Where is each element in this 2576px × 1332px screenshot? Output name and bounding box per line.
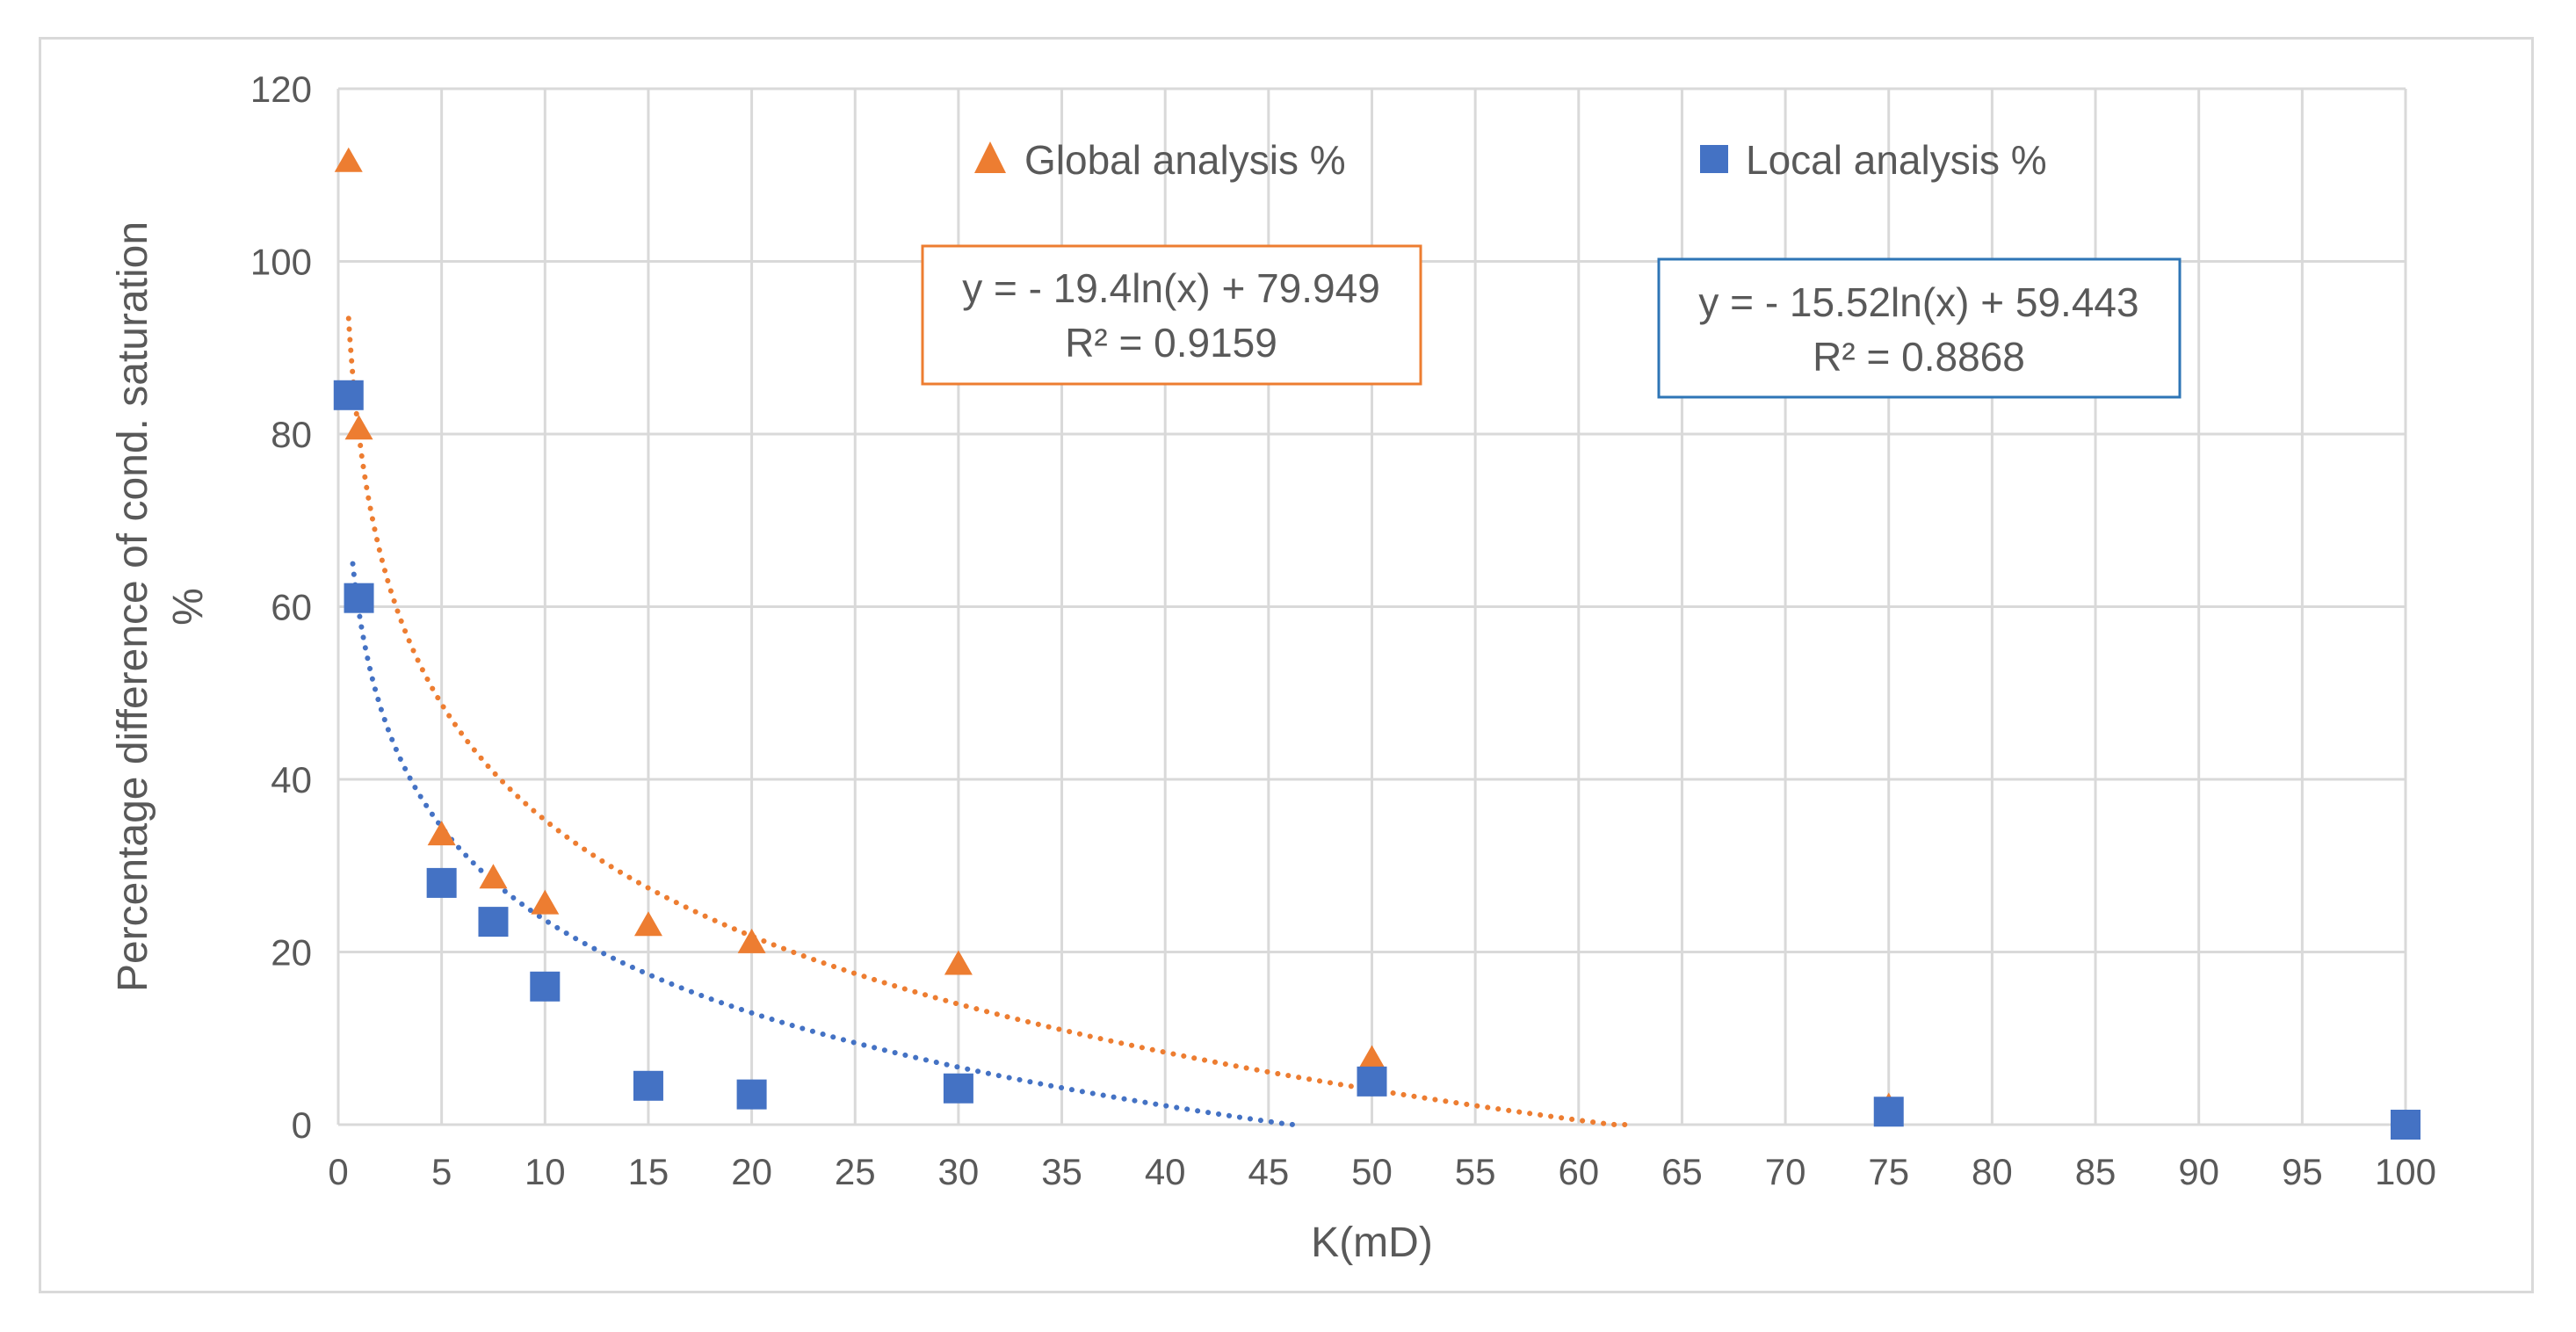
x-tick-label-40: 40 [1145, 1151, 1186, 1192]
local-equation-text: y = - 15.52ln(x) + 59.443 [1698, 279, 2138, 325]
x-tick-label-65: 65 [1661, 1151, 1703, 1192]
tick-labels: 0 5 10 15 20 25 30 35 40 45 50 55 60 65 70 75 80 85 90 95 10… [250, 69, 2436, 1192]
y-tick-label-0: 0 [292, 1104, 312, 1146]
y-tick-label-20: 20 [271, 932, 312, 974]
x-tick-label-75: 75 [1868, 1151, 1909, 1192]
local-point-3 [478, 907, 509, 937]
global-point-3 [479, 864, 508, 889]
local-point-6 [736, 1079, 767, 1110]
x-tick-label-10: 10 [525, 1151, 566, 1192]
y-tick-label-60: 60 [271, 587, 312, 628]
chart-plot: 0 5 10 15 20 25 30 35 40 45 50 55 60 65 70 75 80 85 90 95 10… [110, 69, 2436, 1266]
local-equation-box: y = - 15.52ln(x) + 59.443 R² = 0.8868 [1657, 257, 2182, 399]
global-point-8 [1357, 1045, 1386, 1070]
x-tick-label-20: 20 [731, 1151, 772, 1192]
y-tick-label-40: 40 [271, 759, 312, 800]
data-points [333, 147, 2420, 1140]
legend-global-triangle-icon [974, 141, 1006, 173]
x-tick-label-50: 50 [1351, 1151, 1393, 1192]
y-tick-label-80: 80 [271, 414, 312, 455]
local-point-10 [2391, 1110, 2420, 1140]
global-point-5 [633, 911, 662, 937]
local-point-0 [333, 380, 364, 410]
legend-local-label: Local analysis % [1746, 137, 2047, 183]
x-tick-label-80: 80 [1972, 1151, 2013, 1192]
x-tick-label-45: 45 [1248, 1151, 1289, 1192]
global-r2-text: R² = 0.9159 [1065, 320, 1277, 366]
local-point-5 [633, 1070, 663, 1101]
local-point-9 [1873, 1097, 1904, 1127]
local-point-7 [943, 1073, 973, 1104]
global-equation-text: y = - 19.4ln(x) + 79.949 [962, 265, 1380, 311]
y-tick-label-120: 120 [250, 69, 312, 110]
x-tick-label-60: 60 [1558, 1151, 1599, 1192]
trendlines [345, 315, 1633, 1127]
global-point-2 [427, 821, 456, 846]
chart-frame: 0 5 10 15 20 25 30 35 40 45 50 55 60 65 70 75 80 85 90 95 10… [39, 37, 2534, 1293]
legend-local-square-icon [1700, 145, 1728, 173]
x-tick-label-55: 55 [1455, 1151, 1496, 1192]
x-tick-label-85: 85 [2075, 1151, 2117, 1192]
x-tick-label-95: 95 [2282, 1151, 2323, 1192]
x-tick-label-35: 35 [1041, 1151, 1082, 1192]
local-point-4 [530, 971, 561, 1002]
x-tick-label-5: 5 [431, 1151, 452, 1192]
local-point-1 [344, 583, 374, 613]
global-point-0 [334, 147, 363, 172]
x-tick-label-100: 100 [2375, 1151, 2436, 1192]
x-tick-label-30: 30 [938, 1151, 980, 1192]
legend-global-label: Global analysis % [1024, 137, 1346, 183]
grid-lines [336, 87, 2407, 1126]
global-point-7 [944, 950, 973, 975]
trendline-series-1 [350, 561, 1303, 1127]
y-tick-label-100: 100 [250, 242, 312, 283]
local-equation-border [1657, 257, 2182, 399]
global-point-6 [737, 928, 766, 953]
x-tick-label-0: 0 [328, 1151, 348, 1192]
x-axis-title: K(mD) [1311, 1220, 1433, 1266]
x-tick-label-15: 15 [628, 1151, 669, 1192]
y-axis-title-line-2: % [165, 588, 212, 626]
local-point-8 [1357, 1066, 1387, 1097]
x-tick-label-25: 25 [835, 1151, 876, 1192]
global-point-1 [344, 415, 373, 440]
x-tick-label-70: 70 [1765, 1151, 1806, 1192]
local-point-2 [426, 867, 457, 898]
global-point-4 [531, 889, 560, 915]
x-tick-label-90: 90 [2178, 1151, 2219, 1192]
local-r2-text: R² = 0.8868 [1813, 334, 2025, 380]
global-equation-border [921, 244, 1422, 386]
legend: Global analysis % Local analysis % [974, 137, 2047, 183]
trendline-series-0 [345, 315, 1633, 1127]
global-equation-box: y = - 19.4ln(x) + 79.949 R² = 0.9159 [921, 244, 1422, 386]
y-axis-title-line-1: Percentage difference of cond. saturatio… [110, 221, 156, 992]
